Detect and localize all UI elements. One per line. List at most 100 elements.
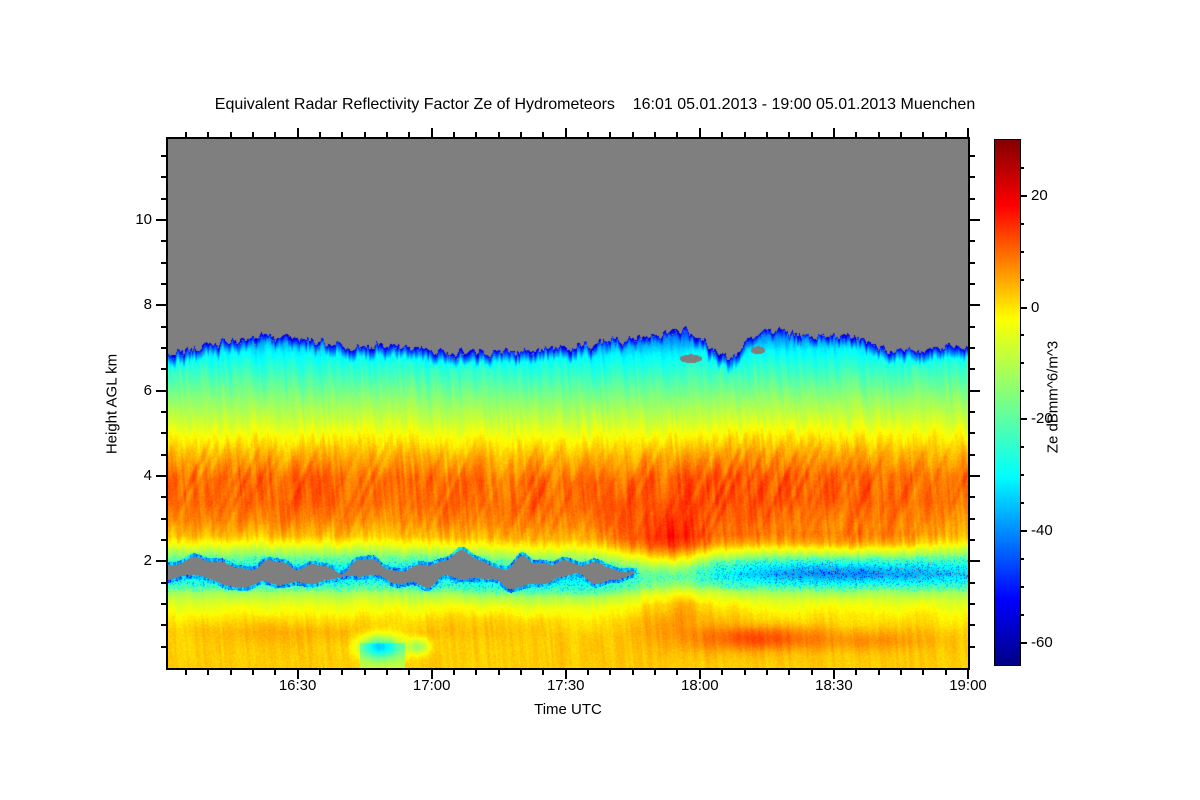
x-minor-tick <box>899 670 902 675</box>
y-minor-tick-right <box>970 240 975 243</box>
x-minor-tick-top <box>251 132 254 137</box>
y-minor-tick-right <box>970 261 975 264</box>
x-minor-tick-top <box>341 132 344 137</box>
x-minor-tick <box>676 670 679 675</box>
y-minor-tick <box>161 176 166 179</box>
y-minor-tick-right <box>970 581 975 584</box>
colorbar-gradient <box>995 140 1020 665</box>
x-tick-label: 17:00 <box>412 677 451 694</box>
y-minor-tick <box>161 155 166 158</box>
y-minor-tick-right <box>970 645 975 648</box>
y-minor-tick-right <box>970 176 975 179</box>
x-minor-tick-top <box>877 132 880 137</box>
x-minor-tick-top <box>542 132 545 137</box>
x-minor-tick-top <box>922 132 925 137</box>
x-minor-tick <box>631 670 634 675</box>
y-tick-label: 10 <box>135 211 152 229</box>
x-minor-tick <box>318 670 321 675</box>
x-minor-tick-top <box>363 132 366 137</box>
y-major-tick-right <box>970 560 980 563</box>
y-minor-tick-right <box>970 517 975 520</box>
colorbar-minor-tick <box>1021 334 1024 337</box>
colorbar-minor-tick <box>1021 585 1024 588</box>
colorbar-minor-tick <box>1021 613 1024 616</box>
x-major-tick <box>832 670 835 679</box>
colorbar-tick-label: 20 <box>1031 186 1048 204</box>
reflectivity-heatmap <box>168 139 968 668</box>
chart-title: Equivalent Radar Reflectivity Factor Ze … <box>214 96 976 113</box>
colorbar-label: Ze dBmm^6/m^3 <box>1044 340 1062 454</box>
x-minor-tick <box>542 670 545 675</box>
x-minor-tick <box>341 670 344 675</box>
y-minor-tick-right <box>970 453 975 456</box>
colorbar-minor-tick <box>1021 474 1024 477</box>
y-minor-tick-right <box>970 347 975 350</box>
x-minor-tick-top <box>721 132 724 137</box>
x-minor-tick <box>251 670 254 675</box>
x-minor-tick <box>765 670 768 675</box>
y-major-tick <box>156 304 166 307</box>
x-minor-tick-top <box>788 132 791 137</box>
x-minor-tick <box>922 670 925 675</box>
x-minor-tick-top <box>453 132 456 137</box>
x-minor-tick-top <box>184 132 187 137</box>
x-tick-label: 18:00 <box>681 677 719 694</box>
y-minor-tick <box>161 368 166 371</box>
x-major-tick-top <box>967 128 969 137</box>
x-major-tick-top <box>564 128 567 137</box>
x-minor-tick <box>363 670 366 675</box>
x-minor-tick-top <box>408 132 411 137</box>
colorbar-minor-tick <box>1021 166 1024 169</box>
y-minor-tick <box>161 432 166 435</box>
x-minor-tick <box>184 670 187 675</box>
colorbar-minor-tick <box>1021 446 1024 449</box>
y-major-tick-right <box>970 219 980 222</box>
y-minor-tick <box>161 197 166 200</box>
colorbar-minor-tick <box>1021 278 1024 281</box>
x-major-tick-top <box>832 128 835 137</box>
y-minor-tick <box>161 624 166 627</box>
x-minor-tick-top <box>631 132 634 137</box>
x-major-tick <box>564 670 567 679</box>
x-major-tick <box>430 670 433 679</box>
x-minor-tick-top <box>810 132 813 137</box>
y-minor-tick <box>161 347 166 350</box>
x-tick-label: 18:30 <box>815 677 853 694</box>
colorbar-tick-label: 0 <box>1031 298 1040 316</box>
y-major-tick <box>156 475 166 478</box>
y-minor-tick-right <box>970 155 975 158</box>
colorbar-major-tick <box>1021 418 1027 421</box>
colorbar-tick-label: -60 <box>1031 633 1053 651</box>
x-minor-tick <box>229 670 232 675</box>
y-minor-tick <box>161 261 166 264</box>
y-minor-tick <box>161 517 166 520</box>
y-minor-tick <box>161 325 166 328</box>
x-major-tick <box>967 670 969 679</box>
x-minor-tick <box>855 670 858 675</box>
colorbar-tick-label: -40 <box>1031 521 1053 539</box>
x-minor-tick <box>788 670 791 675</box>
x-minor-tick-top <box>229 132 232 137</box>
x-minor-tick <box>475 670 478 675</box>
y-minor-tick <box>161 240 166 243</box>
x-tick-label: 17:30 <box>546 677 585 694</box>
y-major-tick-right <box>970 475 980 478</box>
y-minor-tick-right <box>970 283 975 286</box>
y-major-tick <box>156 219 166 222</box>
x-minor-tick-top <box>318 132 321 137</box>
y-major-tick-right <box>970 389 980 392</box>
y-minor-tick <box>161 496 166 499</box>
y-minor-tick-right <box>970 624 975 627</box>
y-minor-tick <box>161 283 166 286</box>
x-minor-tick <box>609 670 612 675</box>
x-minor-tick <box>385 670 388 675</box>
y-minor-tick-right <box>970 432 975 435</box>
x-minor-tick <box>944 670 947 675</box>
y-axis-label: Height AGL km <box>103 353 121 455</box>
y-minor-tick <box>161 453 166 456</box>
x-minor-tick <box>520 670 523 675</box>
y-tick-label: 2 <box>143 552 152 570</box>
colorbar-major-tick <box>1021 529 1027 532</box>
y-minor-tick-right <box>970 197 975 200</box>
